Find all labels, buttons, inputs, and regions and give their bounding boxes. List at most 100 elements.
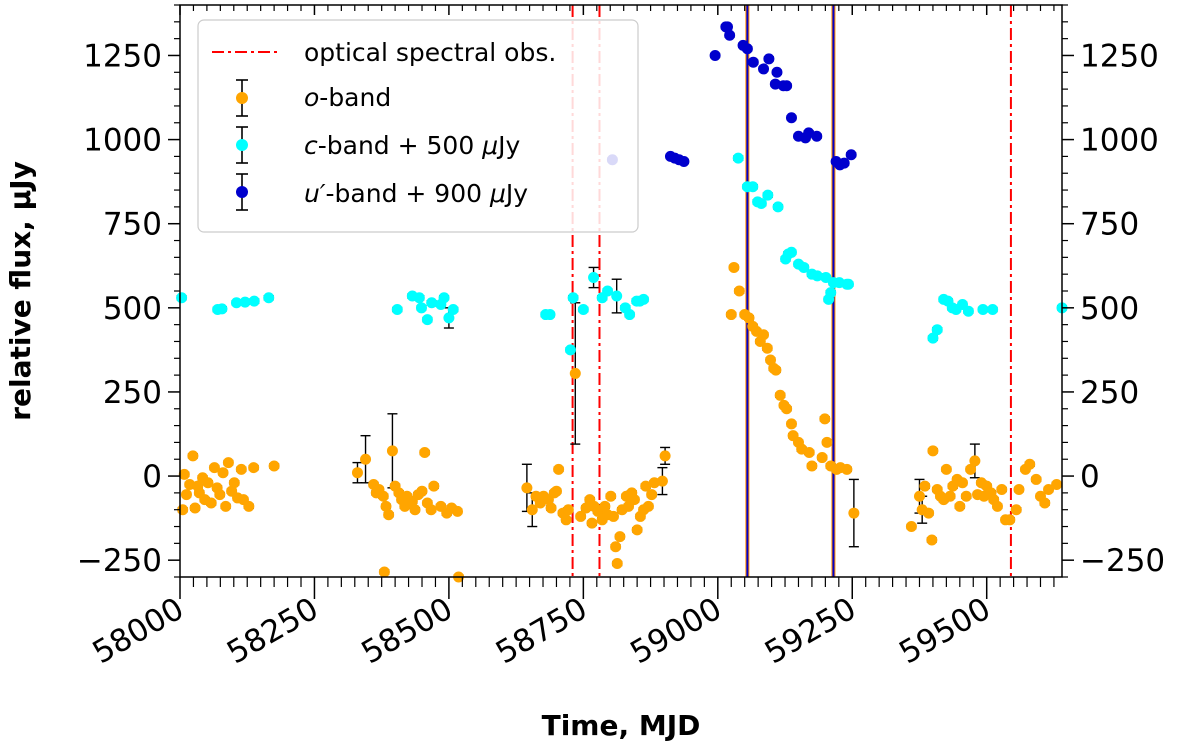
o-band-point <box>599 500 611 512</box>
c-band-point <box>421 314 433 326</box>
c-band-point <box>176 292 188 304</box>
u-band-point <box>758 63 770 75</box>
c-band-point <box>798 261 810 273</box>
x-tick-label: 59000 <box>624 591 727 671</box>
o-band-point <box>1004 514 1016 526</box>
c-band-point <box>785 246 797 258</box>
o-band-point <box>214 489 226 501</box>
o-band-point <box>187 450 199 462</box>
o-band-point <box>628 494 640 506</box>
o-band-point <box>923 507 935 519</box>
y-tick-label-left: 750 <box>103 207 162 243</box>
y-tick-label-left: 0 <box>142 459 162 495</box>
o-band-point <box>646 489 658 501</box>
o-band-point <box>377 490 389 502</box>
o-band-point <box>521 482 533 494</box>
u-band-point <box>771 66 783 78</box>
c-band-point <box>588 272 600 284</box>
c-band-point <box>927 332 939 344</box>
o-band-point <box>631 524 643 536</box>
legend-o-band-marker <box>236 79 248 117</box>
o-band-point <box>954 500 966 512</box>
y-tick-label-right: −250 <box>1080 543 1165 579</box>
o-band-point <box>656 475 668 487</box>
y-tick-label-left: 250 <box>103 375 162 411</box>
o-band-point <box>409 504 421 516</box>
c-band-point <box>230 297 242 309</box>
x-tick-label: 59250 <box>759 591 862 671</box>
u-band-point <box>721 21 733 33</box>
o-band-point <box>659 450 671 462</box>
o-band-point <box>725 309 737 321</box>
c-band-point <box>263 292 275 304</box>
o-band-point <box>927 445 939 457</box>
o-band-point <box>611 558 623 570</box>
y-tick-label-right: 1000 <box>1080 123 1159 159</box>
legend-spectral-label: optical spectral obs. <box>304 38 556 67</box>
y-tick-label-left: 500 <box>103 291 162 327</box>
c-band-point <box>755 198 767 210</box>
o-band-point <box>1024 458 1036 470</box>
c-band-point <box>413 292 425 304</box>
o-band-point <box>360 453 372 465</box>
y-tick-label-right: 1250 <box>1080 38 1159 74</box>
c-band-point <box>602 285 614 297</box>
o-band-point <box>614 531 626 543</box>
c-band-point <box>747 181 759 193</box>
c-band-point <box>638 293 650 305</box>
o-band-point <box>774 389 786 401</box>
y-tick-label-right: 0 <box>1080 459 1100 495</box>
o-band-point <box>575 510 587 522</box>
o-band-point <box>217 467 229 479</box>
o-band-point <box>913 490 925 502</box>
o-band-point <box>607 510 619 522</box>
o-band-point <box>821 436 833 448</box>
o-band-point <box>996 484 1008 496</box>
o-band-point <box>944 490 956 502</box>
o-band-point <box>1051 478 1063 490</box>
u-band-point <box>781 80 793 92</box>
o-band-point <box>189 502 201 514</box>
o-band-point <box>919 480 931 492</box>
x-tick-label: 58500 <box>355 591 458 671</box>
u-band-point <box>724 29 736 41</box>
c-band-point <box>426 297 438 309</box>
legend: optical spectral obs. o-band c-band + 50… <box>197 19 639 233</box>
c-band-point <box>762 189 774 201</box>
legend-c-band-marker <box>236 126 248 164</box>
o-band-point <box>770 364 782 376</box>
u-band-point <box>747 56 759 68</box>
o-band-point <box>765 354 777 366</box>
o-band-point <box>452 505 464 517</box>
c-band-point <box>611 290 623 302</box>
o-band-point <box>378 566 390 578</box>
legend-u-band-marker <box>236 173 248 211</box>
o-band-point <box>1010 504 1022 516</box>
u-band-point <box>763 53 775 65</box>
o-band-point <box>728 261 740 273</box>
o-band-point <box>205 497 217 509</box>
o-band-point <box>380 500 392 512</box>
c-band-point <box>987 304 999 316</box>
c-band-point <box>962 305 974 317</box>
c-band-point <box>544 309 556 321</box>
u-band-point <box>845 149 857 161</box>
o-band-point <box>803 447 815 459</box>
o-band-point <box>905 521 917 533</box>
o-band-point <box>569 367 581 379</box>
c-band-point <box>811 270 823 282</box>
o-band-point <box>228 477 240 489</box>
o-band-point <box>640 480 652 492</box>
y-axis-title: relative flux, μJy <box>4 161 37 421</box>
o-band-point <box>1039 497 1051 509</box>
y-tick-label-left: −250 <box>77 543 162 579</box>
x-tick-label: 58000 <box>87 591 190 671</box>
o-band-point <box>940 463 952 475</box>
o-band-point <box>208 462 220 474</box>
o-band-point <box>991 500 1003 512</box>
c-band-point <box>977 304 989 316</box>
c-band-point <box>772 201 784 213</box>
c-band-point <box>391 304 403 316</box>
c-band-point <box>447 304 459 316</box>
